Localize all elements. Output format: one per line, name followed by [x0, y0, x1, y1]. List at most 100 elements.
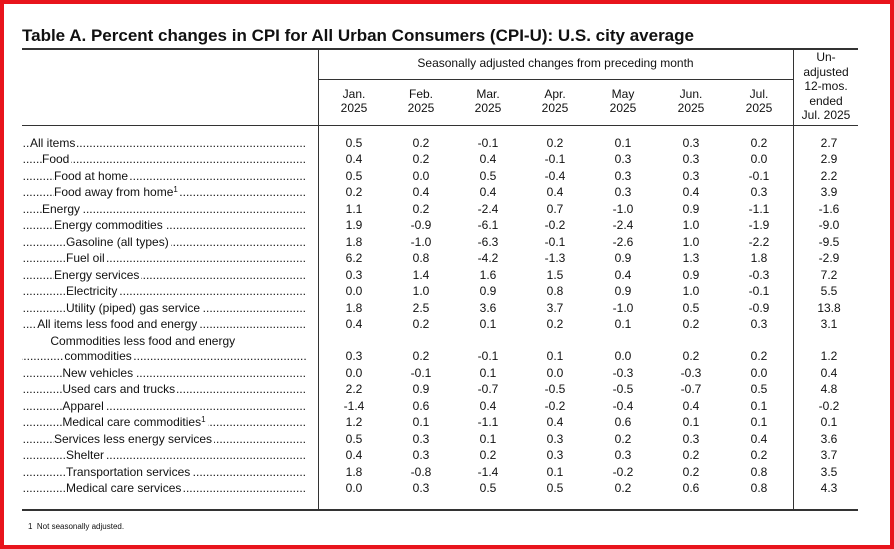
- table-row: Electricity 0.0 1.0 0.9 0.8 0.9 1.0 -0.1 5.5: [22, 283, 858, 300]
- row-label: Transportation services: [22, 464, 312, 480]
- cell-value: 0.3: [412, 431, 430, 446]
- cell-value: 0.3: [682, 168, 700, 183]
- cell-value: 3.9: [820, 185, 838, 199]
- cell-value: 0.7: [546, 201, 564, 216]
- cell-value: 5.5: [820, 284, 838, 298]
- label: Transportation services: [66, 464, 191, 479]
- cell-value: 0.4: [750, 431, 768, 446]
- cell-value: -1.1: [477, 415, 499, 429]
- cell-value: -0.7: [477, 382, 499, 396]
- table-row: Food 0.4 0.2 0.4 -0.1 0.3 0.3 0.0 2.9: [22, 151, 858, 168]
- cell-value: -1.0: [410, 234, 432, 249]
- cell-value: 0.2: [412, 135, 430, 150]
- column-header-line: ended: [809, 93, 843, 108]
- cell-value: 0.2: [682, 349, 700, 363]
- cell-value: 0.2: [750, 349, 768, 363]
- label: Commodities less food and energy commodi…: [50, 334, 236, 363]
- cell-value: 0.5: [345, 431, 363, 446]
- cell-value: 0.2: [682, 464, 700, 479]
- column-month: Feb.: [408, 87, 433, 101]
- cell-value: -0.1: [544, 152, 566, 166]
- table-title: Table A. Percent changes in CPI for All …: [22, 26, 694, 45]
- cell-value: 0.0: [345, 284, 363, 298]
- cell-value: 0.3: [345, 267, 363, 282]
- cell-value: 0.5: [682, 300, 700, 315]
- label-text: Utility (piped) gas service: [66, 300, 203, 315]
- cell-value: 0.2: [412, 201, 430, 216]
- cell-value: 3.5: [820, 464, 838, 479]
- label: Energy: [42, 201, 81, 216]
- cell-value: -2.9: [818, 251, 840, 265]
- cell-value: 0.0: [345, 365, 363, 380]
- group-rule: [318, 79, 793, 80]
- cell-value: 0.3: [750, 317, 768, 331]
- cell-value: -2.6: [612, 234, 634, 249]
- cell-value: -2.4: [612, 218, 634, 232]
- cell-value: -0.1: [748, 284, 770, 298]
- cell-value: 1.8: [345, 464, 363, 479]
- footnote: 1 Not seasonally adjusted.: [28, 522, 124, 531]
- cell-value: 0.6: [682, 481, 700, 495]
- cell-value: 2.7: [820, 135, 838, 150]
- cell-value: 0.5: [750, 382, 768, 396]
- cell-value: 2.2: [345, 382, 363, 396]
- cell-value: 1.9: [345, 218, 363, 232]
- table-row: Transportation services 1.8 -0.8 -1.4 0.1 -0.…: [22, 463, 858, 480]
- cell-value: -9.0: [818, 218, 840, 232]
- row-label: Commodities less food and energy commodi…: [22, 334, 312, 364]
- cell-value: -0.5: [544, 382, 566, 396]
- cell-value: 0.2: [479, 448, 497, 462]
- column-month: May: [611, 87, 635, 101]
- cell-value: 4.8: [820, 382, 838, 396]
- cell-value: 0.3: [614, 152, 632, 166]
- label: Gasoline (all types): [66, 234, 169, 249]
- cell-value: 0.3: [412, 481, 430, 495]
- cell-value: 3.6: [820, 431, 838, 446]
- row-label: Electricity: [22, 284, 312, 299]
- cell-value: 0.0: [412, 168, 430, 183]
- cell-value: 6.2: [345, 251, 363, 265]
- label-text: Shelter: [66, 448, 107, 462]
- label: Food at home: [54, 168, 129, 183]
- cell-value: 1.0: [682, 284, 700, 298]
- cell-value: -6.1: [477, 218, 499, 232]
- cell-value: 0.2: [750, 448, 768, 462]
- row-label: Gasoline (all types): [22, 234, 312, 250]
- footnote-mark: 1: [28, 522, 33, 531]
- column-header: Mar. 2025: [458, 87, 518, 115]
- column-header: Feb. 2025: [391, 87, 451, 115]
- cell-value: -0.5: [612, 382, 634, 396]
- column-header-line: 12-mos.: [804, 79, 848, 93]
- label: Shelter: [66, 448, 105, 462]
- cell-value: 0.3: [412, 448, 430, 462]
- cell-value: -1.4: [477, 464, 499, 479]
- cell-value: 0.3: [682, 135, 700, 150]
- table-row: Fuel oil 6.2 0.8 -4.2 -1.3 0.9 1.3 1.8 -2.9: [22, 250, 858, 267]
- cell-value: 3.7: [820, 448, 838, 462]
- cell-value: 0.8: [412, 251, 430, 265]
- cell-value: 0.4: [546, 415, 564, 429]
- cell-value: 0.1: [479, 317, 497, 331]
- cell-value: 0.9: [682, 267, 700, 282]
- cell-value: 0.3: [546, 431, 564, 446]
- cell-value: -0.7: [680, 382, 702, 396]
- cell-value: -0.3: [612, 365, 634, 380]
- cell-value: 2.5: [412, 300, 430, 315]
- cell-value: -2.4: [477, 201, 499, 216]
- cell-value: 0.4: [479, 185, 497, 199]
- cell-value: 0.8: [546, 284, 564, 298]
- cell-value: 0.1: [682, 415, 700, 429]
- column-year: 2025: [407, 100, 435, 115]
- column-year: 2025: [609, 100, 637, 115]
- column-header: Jul. 2025: [729, 87, 789, 115]
- label-text: All items: [30, 135, 78, 150]
- cell-value: 0.9: [614, 251, 632, 265]
- column-month: Jul.: [749, 87, 769, 101]
- label: Services less energy services: [54, 431, 213, 446]
- cell-value: 2.9: [820, 152, 838, 166]
- label: All items less food and energy: [37, 317, 198, 331]
- table-row: Services less energy services 0.5 0.3 0.1 0.…: [22, 430, 858, 447]
- header-rule: [22, 125, 858, 126]
- table-row: Used cars and trucks 2.2 0.9 -0.7 -0.5 -0.5 -0…: [22, 381, 858, 398]
